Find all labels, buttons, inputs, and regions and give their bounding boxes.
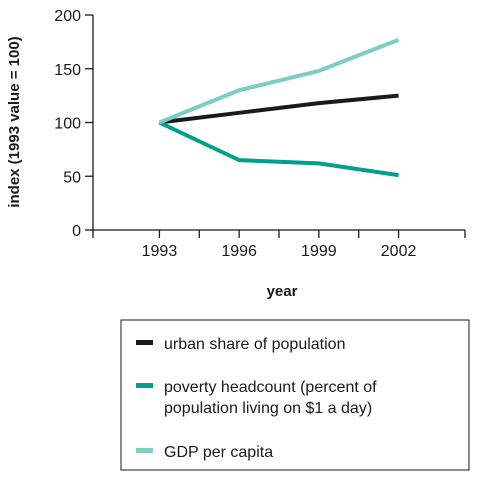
legend-label: urban share of population <box>164 336 345 353</box>
y-tick-label: 50 <box>63 169 81 186</box>
series-line-0 <box>159 93 399 125</box>
series-line-2 <box>158 37 400 125</box>
legend-box <box>120 319 470 471</box>
legend-swatch <box>136 340 153 345</box>
legend-swatch <box>136 448 153 453</box>
legend-label: GDP per capita <box>164 444 273 461</box>
y-axis-ticks: 0 50 100 150 200 <box>54 8 93 240</box>
legend-items: urban share of population poverty headcou… <box>136 336 377 461</box>
series-line-1 <box>158 120 399 178</box>
x-tick-label: 1999 <box>301 243 337 260</box>
y-tick-label: 0 <box>72 223 81 240</box>
series-lines <box>158 37 400 178</box>
legend: urban share of population poverty headcou… <box>120 319 470 471</box>
x-axis-ticks: 1993 1996 1999 2002 <box>92 230 466 260</box>
y-tick-label: 150 <box>54 62 81 79</box>
plot-area: 0 50 100 150 200 1993 1996 1999 2002 <box>54 8 466 260</box>
y-tick-label: 100 <box>54 116 81 133</box>
x-axis-title: year <box>267 283 298 300</box>
legend-label: poverty headcount (percent of <box>164 379 377 396</box>
x-tick-label: 1996 <box>221 243 257 260</box>
x-tick-label: 2002 <box>381 243 417 260</box>
legend-label: population living on $1 a day) <box>164 400 372 417</box>
legend-swatch <box>136 383 153 388</box>
y-tick-label: 200 <box>54 8 81 25</box>
y-axis-title: index (1993 value = 100) <box>6 36 23 207</box>
x-tick-label: 1993 <box>142 243 178 260</box>
